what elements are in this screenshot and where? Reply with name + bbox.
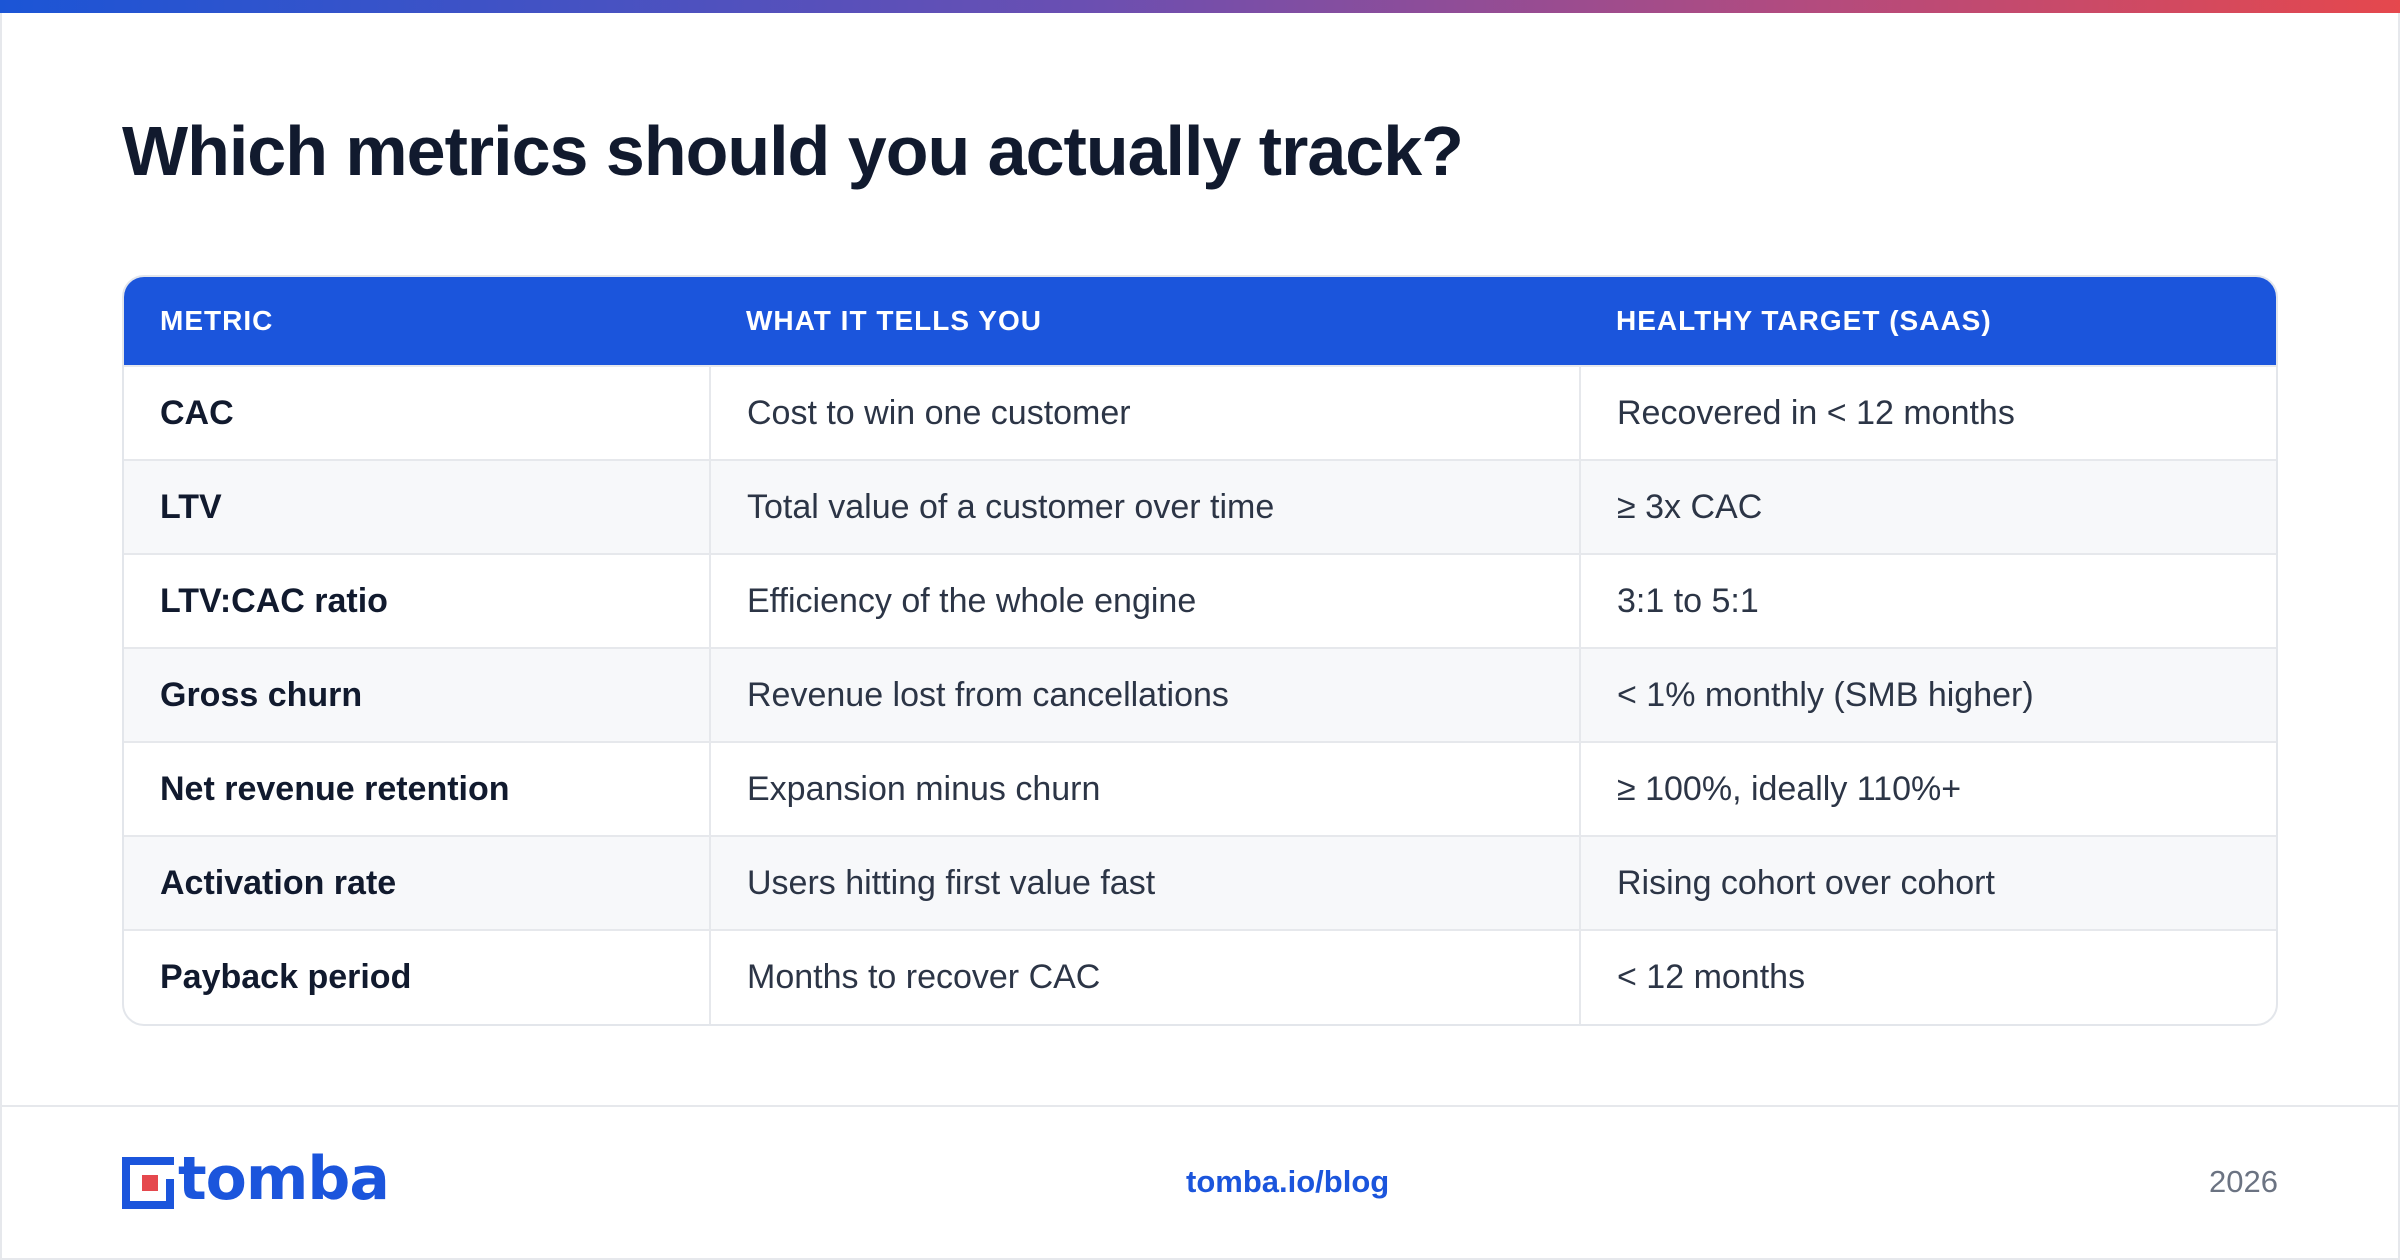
table-row: Net revenue retention Expansion minus ch…	[124, 742, 2276, 836]
table-row: LTV:CAC ratio Efficiency of the whole en…	[124, 554, 2276, 648]
blog-link[interactable]: tomba.io/blog	[1186, 1164, 1390, 1199]
metric-cell: Activation rate	[160, 863, 397, 902]
metric-cell: Payback period	[160, 958, 412, 996]
target-cell: Rising cohort over cohort	[1579, 836, 2276, 930]
table-row: CAC Cost to win one customer Recovered i…	[124, 366, 2276, 460]
table-header-row: METRIC WHAT IT TELLS YOU HEALTHY TARGET …	[124, 277, 2276, 366]
description-cell: Users hitting first value fast	[709, 836, 1580, 930]
target-cell: ≥ 100%, ideally 110%+	[1579, 742, 2276, 836]
target-cell: 3:1 to 5:1	[1579, 554, 2276, 648]
footer-divider	[0, 1105, 2400, 1107]
header-metric: METRIC	[160, 305, 274, 336]
metric-cell: Gross churn	[160, 675, 363, 714]
tomba-logo-icon	[122, 1157, 174, 1209]
description-cell: Cost to win one customer	[709, 366, 1580, 460]
table-row: Gross churn Revenue lost from cancellati…	[124, 648, 2276, 742]
header-healthy-target: HEALTHY TARGET (SAAS)	[1616, 305, 1992, 336]
page-title: Which metrics should you actually track?	[122, 112, 1464, 190]
target-cell: ≥ 3x CAC	[1579, 460, 2276, 554]
target-cell: Recovered in < 12 months	[1579, 366, 2276, 460]
table-row: LTV Total value of a customer over time …	[124, 460, 2276, 554]
footer-year: 2026	[2209, 1164, 2278, 1199]
target-cell: < 12 months	[1579, 930, 2276, 1024]
description-cell: Total value of a customer over time	[709, 460, 1580, 554]
description-cell: Revenue lost from cancellations	[709, 648, 1580, 742]
top-gradient-bar	[0, 0, 2400, 13]
description-cell: Expansion minus churn	[709, 742, 1580, 836]
description-cell: Efficiency of the whole engine	[709, 554, 1580, 648]
header-what-it-tells-you: WHAT IT TELLS YOU	[746, 305, 1042, 336]
logo-wordmark: tomba	[178, 1144, 390, 1214]
metric-cell: CAC	[160, 393, 234, 432]
metric-cell: LTV:CAC ratio	[160, 581, 388, 620]
metric-cell: Net revenue retention	[160, 769, 510, 808]
table-row: Payback period Months to recover CAC < 1…	[124, 930, 2276, 1024]
target-cell: < 1% monthly (SMB higher)	[1579, 648, 2276, 742]
tomba-logo[interactable]: tomba	[122, 1149, 390, 1209]
metric-cell: LTV	[160, 487, 222, 526]
table-row: Activation rate Users hitting first valu…	[124, 836, 2276, 930]
metrics-table: METRIC WHAT IT TELLS YOU HEALTHY TARGET …	[122, 275, 2278, 1026]
description-cell: Months to recover CAC	[709, 930, 1580, 1024]
